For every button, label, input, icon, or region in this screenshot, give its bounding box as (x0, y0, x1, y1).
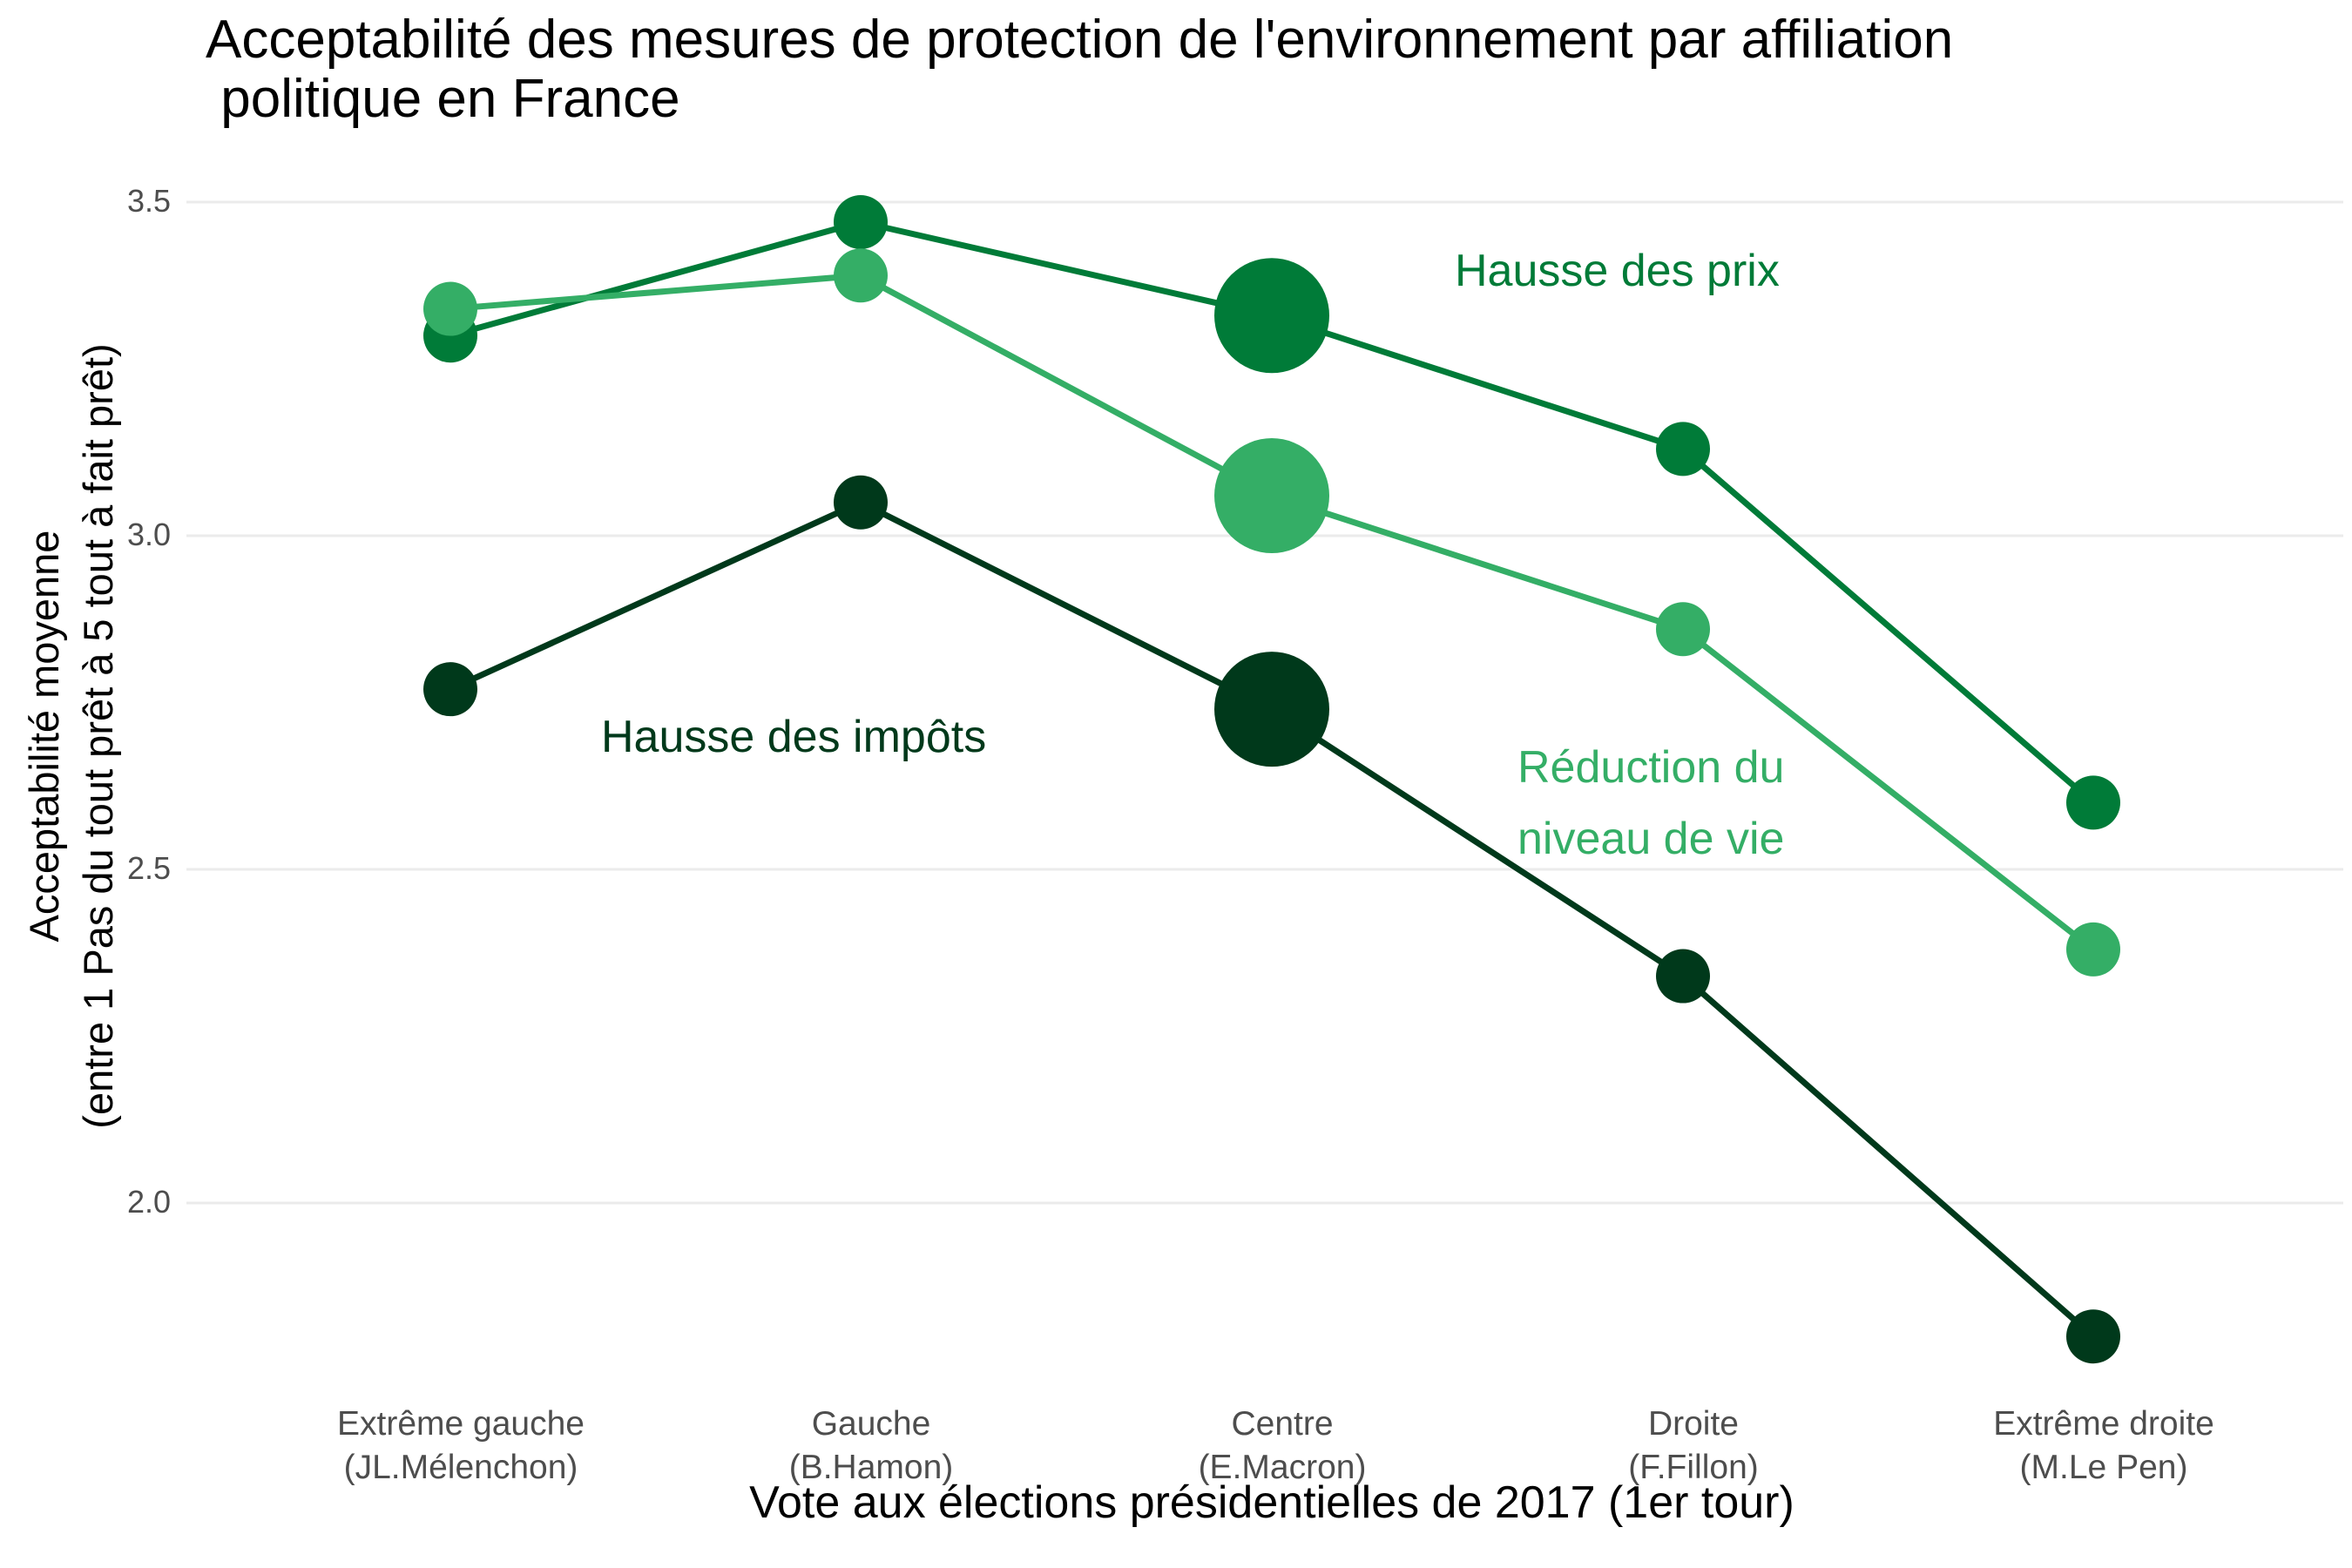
y-axis-label: Acceptabilité moyenne (entre 1 Pas du to… (21, 343, 121, 1129)
series-label-hausse-des-prix: Hausse des prix (1455, 246, 1780, 296)
series-label-reduction-niveau-de-vie: Réduction du niveau de vie (1517, 742, 1785, 864)
data-point-series-0 (1214, 258, 1329, 374)
y-tick-label: 3.5 (126, 183, 171, 219)
chart-title: Acceptabilité des mesures de protection … (206, 10, 1954, 129)
data-point-series-1 (834, 248, 888, 303)
data-point-series-2 (1656, 949, 1710, 1004)
y-tick-label: 2.0 (126, 1184, 171, 1220)
data-point-series-1 (1656, 602, 1710, 657)
data-point-series-2 (423, 662, 477, 717)
x-tick-label: Extrême droite (M.Le Pen) (1993, 1405, 2214, 1486)
data-point-series-1 (1214, 438, 1329, 554)
data-point-series-0 (834, 194, 888, 249)
x-tick-label: Gauche (B.Hamon) (788, 1405, 954, 1486)
data-point-series-2 (2066, 1309, 2120, 1364)
data-point-series-1 (2066, 922, 2120, 977)
data-point-series-0 (1656, 422, 1710, 476)
series-line-1 (449, 272, 2096, 952)
data-point-series-2 (1214, 652, 1329, 767)
data-point-series-0 (2066, 775, 2120, 830)
data-point-series-2 (834, 475, 888, 530)
x-tick-label: Centre (E.Macron) (1198, 1405, 1367, 1486)
x-axis-label: Vote aux élections présidentielles de 20… (749, 1477, 1794, 1528)
data-point-series-1 (423, 281, 477, 336)
y-tick-label: 2.5 (126, 850, 171, 886)
y-tick-label: 3.0 (126, 517, 171, 552)
series-line-2 (449, 499, 2096, 1339)
x-tick-label: Droite (F.Fillon) (1628, 1405, 1759, 1486)
series-label-hausse-des-impots: Hausse des impôts (601, 712, 987, 762)
x-tick-label: Extrême gauche (JL.Mélenchon) (337, 1405, 585, 1486)
